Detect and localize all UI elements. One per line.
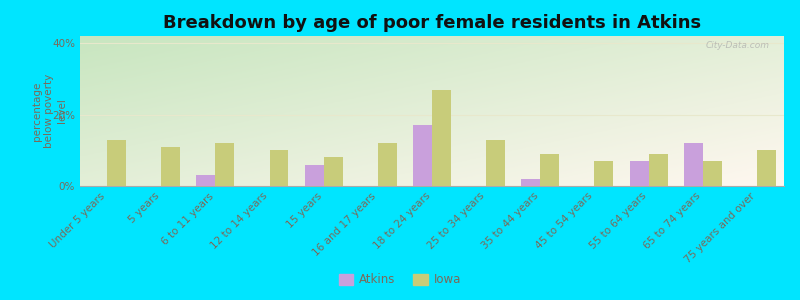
Bar	[649, 154, 667, 186]
Bar	[522, 179, 540, 186]
Bar	[162, 147, 180, 186]
Bar	[413, 125, 432, 186]
Text: City-Data.com: City-Data.com	[706, 40, 770, 50]
Bar	[270, 150, 289, 186]
Bar	[378, 143, 397, 186]
Bar	[702, 161, 722, 186]
Bar	[215, 143, 234, 186]
Bar	[324, 158, 342, 186]
Bar	[305, 165, 324, 186]
Legend: Atkins, Iowa: Atkins, Iowa	[334, 269, 466, 291]
Bar	[757, 150, 776, 186]
Bar	[594, 161, 614, 186]
Bar	[197, 175, 215, 186]
Bar	[540, 154, 559, 186]
Y-axis label: percentage
below poverty
level: percentage below poverty level	[32, 74, 66, 148]
Title: Breakdown by age of poor female residents in Atkins: Breakdown by age of poor female resident…	[163, 14, 701, 32]
Bar	[432, 90, 451, 186]
Bar	[486, 140, 505, 186]
Bar	[107, 140, 126, 186]
Bar	[684, 143, 702, 186]
Bar	[630, 161, 649, 186]
